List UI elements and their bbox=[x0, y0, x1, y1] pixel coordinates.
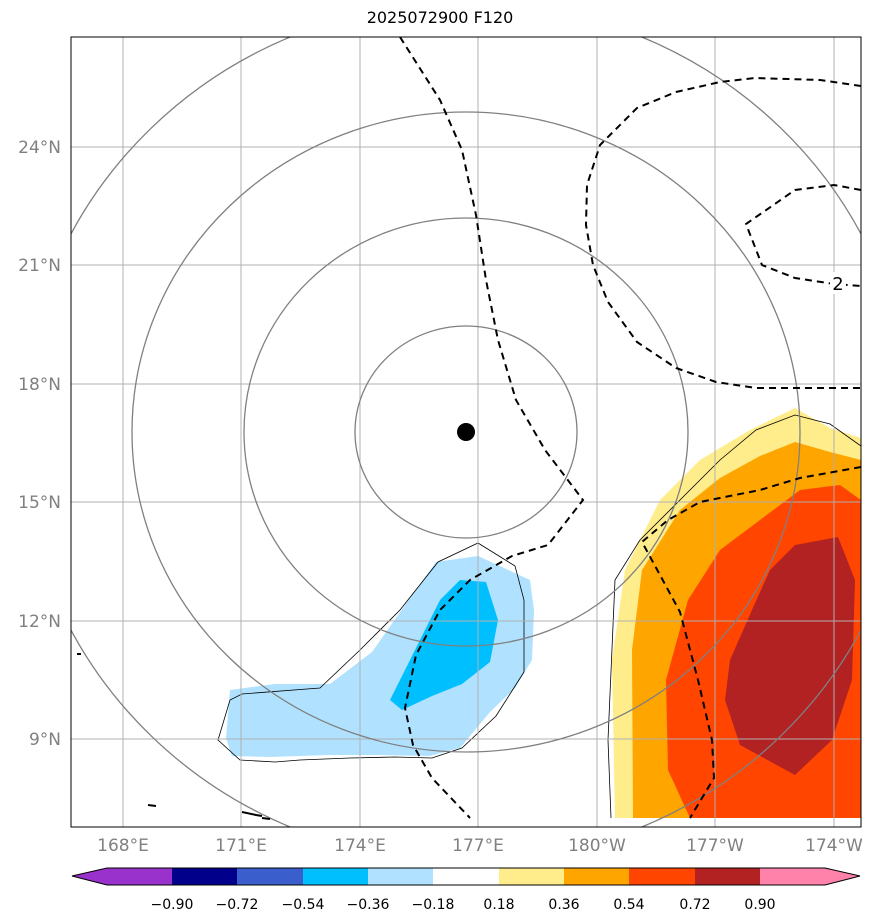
colorbar-tick: 0.90 bbox=[744, 897, 775, 913]
lon-tick: 174°E bbox=[334, 836, 386, 856]
lon-tick: 177°W bbox=[686, 836, 744, 856]
lat-tick: 12°N bbox=[18, 612, 61, 632]
colorbar-outline bbox=[71, 867, 861, 886]
colorbar-segment bbox=[499, 868, 564, 885]
storm-center-marker bbox=[457, 423, 475, 441]
colorbar-tick: −0.18 bbox=[412, 897, 455, 913]
colorbar-tick: −0.72 bbox=[216, 897, 259, 913]
lon-tick: 168°E bbox=[97, 836, 149, 856]
graticule bbox=[71, 37, 861, 827]
lat-tick: 15°N bbox=[18, 493, 61, 513]
contour-line-b bbox=[584, 76, 861, 389]
shading-outlines bbox=[217, 414, 861, 819]
map-frame bbox=[70, 36, 862, 828]
colorbar-tick: 0.36 bbox=[548, 897, 579, 913]
colorbar-min-extend bbox=[72, 868, 107, 885]
colorbar-segment bbox=[629, 868, 695, 885]
lon-axis: 168°E 171°E 174°E 177°E 180°W 177°W 174°… bbox=[97, 836, 863, 856]
pos-max-fill bbox=[725, 537, 855, 775]
lat-tick: 18°N bbox=[18, 375, 61, 395]
colorbar-tick: 0.72 bbox=[679, 897, 710, 913]
contour-line-a bbox=[399, 37, 585, 819]
contour-label: 2 bbox=[832, 274, 843, 295]
colorbar-segment bbox=[368, 868, 433, 885]
colorbar-segment bbox=[303, 868, 368, 885]
lat-tick: 9°N bbox=[29, 730, 61, 750]
colorbar-segment bbox=[433, 868, 499, 885]
contour-label-bg bbox=[830, 272, 846, 294]
negative-shading bbox=[226, 556, 534, 757]
colorbar-tick: −0.90 bbox=[151, 897, 194, 913]
lat-tick: 21°N bbox=[18, 256, 61, 276]
lon-tick: 174°W bbox=[805, 836, 863, 856]
lon-tick: 180°W bbox=[568, 836, 626, 856]
dashed-contours bbox=[399, 37, 861, 819]
positive-shading bbox=[612, 408, 861, 818]
colorbar-tick: 0.18 bbox=[483, 897, 514, 913]
lon-tick: 171°E bbox=[215, 836, 267, 856]
colorbar-segment bbox=[107, 868, 172, 885]
colorbar-tick: 0.54 bbox=[613, 897, 644, 913]
map-title: 2025072900 F120 bbox=[366, 8, 514, 27]
contour-line-d bbox=[640, 466, 861, 819]
colorbar-tick: −0.36 bbox=[347, 897, 390, 913]
colorbar-labels: −0.90 −0.72 −0.54 −0.36 −0.18 0.18 0.36 … bbox=[151, 897, 776, 913]
colorbar-segment bbox=[695, 868, 760, 885]
colorbar-segment bbox=[237, 868, 303, 885]
coastline bbox=[77, 653, 271, 820]
lat-tick: 24°N bbox=[18, 138, 61, 158]
colorbar-max-extend bbox=[825, 868, 860, 885]
colorbar bbox=[71, 867, 861, 886]
colorbar-segment bbox=[564, 868, 629, 885]
colorbar-tick: −0.54 bbox=[282, 897, 325, 913]
lat-axis: 24°N 21°N 18°N 15°N 12°N 9°N bbox=[18, 138, 61, 750]
colorbar-segment bbox=[760, 868, 825, 885]
contour-line-c bbox=[744, 183, 861, 287]
range-rings bbox=[71, 37, 861, 827]
lon-tick: 177°E bbox=[452, 836, 504, 856]
colorbar-segment bbox=[172, 868, 237, 885]
